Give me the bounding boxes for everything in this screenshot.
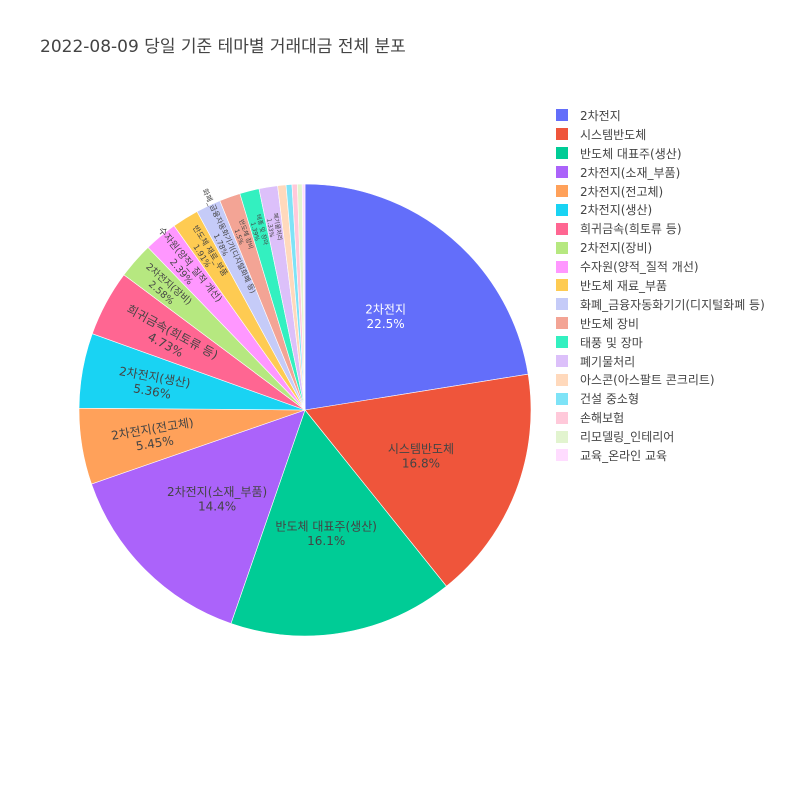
- legend-item[interactable]: 반도체 장비: [556, 314, 765, 333]
- legend-label: 희귀금속(희토류 등): [580, 222, 682, 237]
- legend-item[interactable]: 건설 중소형: [556, 389, 765, 408]
- legend-item[interactable]: 수자원(양적_질적 개선): [556, 257, 765, 276]
- chart-title: 2022-08-09 당일 기준 테마별 거래대금 전체 분포: [40, 37, 406, 57]
- legend-label: 리모델링_인테리어: [580, 430, 675, 445]
- legend-swatch: [556, 241, 568, 254]
- legend-item[interactable]: 2차전지(소재_부품): [556, 163, 765, 182]
- pie-slice[interactable]: [91, 409, 306, 624]
- legend-item[interactable]: 2차전지(생산): [556, 200, 765, 219]
- legend-label: 시스템반도체: [580, 127, 647, 142]
- pie-slice[interactable]: [230, 409, 447, 637]
- pie-slice[interactable]: [301, 183, 306, 411]
- legend-item[interactable]: 폐기물처리: [556, 352, 765, 371]
- legend-swatch: [556, 317, 568, 330]
- legend-item[interactable]: 2차전지: [556, 106, 765, 125]
- legend-swatch: [556, 260, 568, 273]
- legend-swatch: [556, 147, 568, 160]
- legend-item[interactable]: 반도체 재료_부품: [556, 276, 765, 295]
- slice-label: 반도체 대표주(생산) 16.1%: [275, 520, 377, 548]
- legend-item[interactable]: 손해보험: [556, 408, 765, 427]
- legend-label: 태풍 및 장마: [580, 335, 643, 350]
- legend-label: 2차전지(생산): [580, 203, 653, 218]
- legend-label: 2차전지(소재_부품): [580, 165, 681, 180]
- legend-label: 반도체 재료_부품: [580, 278, 668, 293]
- legend-swatch: [556, 166, 568, 179]
- slice-label: 2차전지(소재_부품) 14.4%: [167, 485, 267, 513]
- legend-label: 수자원(양적_질적 개선): [580, 260, 699, 275]
- slice-label: 2차전지 22.5%: [365, 303, 406, 331]
- legend-item[interactable]: 교육_온라인 교육: [556, 446, 765, 465]
- legend-swatch: [556, 185, 568, 197]
- legend-swatch: [556, 373, 568, 386]
- legend-item[interactable]: 2차전지(전고체): [556, 182, 765, 201]
- legend-label: 반도체 대표주(생산): [580, 146, 682, 161]
- legend-swatch: [556, 392, 568, 405]
- legend-item[interactable]: 리모델링_인테리어: [556, 427, 765, 446]
- legend-label: 2차전지(전고체): [580, 184, 664, 199]
- legend-swatch: [556, 298, 568, 311]
- slice-label: 시스템반도체 16.8%: [388, 442, 454, 470]
- pie-slice[interactable]: [304, 373, 532, 587]
- legend-item[interactable]: 태풍 및 장마: [556, 333, 765, 352]
- legend-item[interactable]: 희귀금속(희토류 등): [556, 219, 765, 238]
- legend-swatch: [556, 109, 568, 122]
- legend-item[interactable]: 아스콘(아스팔트 콘크리트): [556, 370, 765, 389]
- pie-slices: [78, 183, 532, 637]
- legend-label: 화폐_금융자동화기기(디지털화폐 등): [580, 297, 765, 312]
- legend-item[interactable]: 2차전지(장비): [556, 238, 765, 257]
- legend-label: 손해보험: [580, 411, 625, 426]
- legend-label: 반도체 장비: [580, 316, 640, 331]
- legend-label: 2차전지: [580, 108, 621, 123]
- legend-swatch: [556, 355, 568, 368]
- legend-swatch: [556, 203, 568, 216]
- pie-slice[interactable]: [304, 183, 529, 411]
- legend-label: 교육_온라인 교육: [580, 448, 668, 463]
- legend-item[interactable]: 화폐_금융자동화기기(디지털화폐 등): [556, 295, 765, 314]
- legend-label: 아스콘(아스팔트 콘크리트): [580, 373, 715, 388]
- legend-swatch: [556, 222, 568, 235]
- legend-item[interactable]: 반도체 대표주(생산): [556, 144, 765, 163]
- legend-swatch: [556, 279, 568, 292]
- legend-swatch: [556, 128, 568, 141]
- legend-swatch: [556, 336, 568, 349]
- legend-swatch: [556, 430, 568, 443]
- legend-swatch: [556, 449, 568, 462]
- legend-label: 2차전지(장비): [580, 241, 653, 256]
- legend-label: 건설 중소형: [580, 392, 640, 407]
- legend-label: 폐기물처리: [580, 354, 636, 369]
- legend-item[interactable]: 시스템반도체: [556, 125, 765, 144]
- legend-swatch: [556, 411, 568, 424]
